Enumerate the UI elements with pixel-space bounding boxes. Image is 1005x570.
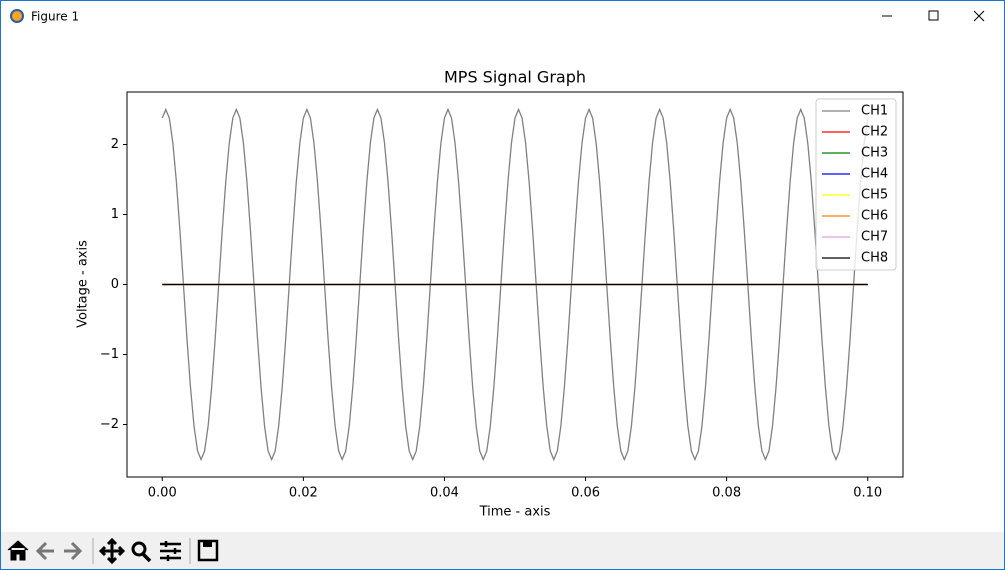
x-tick-label: 0.06 bbox=[571, 486, 600, 501]
plot-area: MPS Signal Graph Time - axis Voltage - a… bbox=[76, 68, 904, 520]
zoom-button[interactable] bbox=[131, 541, 147, 557]
x-tick-label: 0.00 bbox=[148, 486, 177, 501]
x-tick-label: 0.04 bbox=[430, 486, 459, 501]
axes-frame bbox=[126, 91, 904, 478]
configure-button[interactable] bbox=[160, 541, 181, 561]
y-tick-label: −1 bbox=[100, 347, 119, 362]
app-icon bbox=[10, 9, 24, 23]
y-tick-label: 0 bbox=[111, 277, 119, 292]
window-title: Figure 1 bbox=[31, 10, 79, 24]
back-button[interactable] bbox=[35, 541, 54, 561]
series-line bbox=[161, 107, 869, 462]
toolbar bbox=[1, 532, 1004, 569]
x-axis-label: Time - axis bbox=[479, 505, 551, 520]
close-button[interactable] bbox=[973, 10, 985, 22]
maximize-button[interactable] bbox=[928, 10, 939, 21]
zoom-button-handle[interactable] bbox=[141, 552, 152, 563]
x-tick-label: 0.08 bbox=[712, 486, 741, 501]
y-tick-label: −2 bbox=[100, 417, 119, 432]
legend-box bbox=[815, 98, 897, 271]
x-tick-label: 0.02 bbox=[289, 486, 318, 501]
title-bar: Figure 1 bbox=[10, 9, 985, 24]
y-tick-label: 1 bbox=[111, 207, 119, 222]
legend-label: CH6 bbox=[861, 209, 888, 224]
toolbar-background bbox=[1, 532, 1004, 569]
legend-label: CH1 bbox=[861, 104, 888, 119]
save-button-shutter[interactable] bbox=[203, 541, 212, 547]
legend-label: CH4 bbox=[861, 167, 888, 182]
legend: CH1 CH2 CH3 CH4 CH5 CH6 CH7 CH8 bbox=[815, 98, 897, 271]
legend-label: CH8 bbox=[861, 251, 888, 266]
legend-label: CH7 bbox=[861, 230, 888, 245]
chart-title: MPS Signal Graph bbox=[444, 68, 586, 87]
y-tick-label: 2 bbox=[111, 137, 119, 152]
y-axis-label: Voltage - axis bbox=[76, 240, 91, 328]
home-button[interactable] bbox=[7, 540, 29, 561]
x-tick-label: 0.10 bbox=[853, 486, 882, 501]
legend-label: CH2 bbox=[861, 125, 888, 140]
forward-button[interactable] bbox=[64, 541, 83, 561]
legend-label: CH3 bbox=[861, 146, 888, 161]
pan-button[interactable] bbox=[98, 537, 126, 565]
legend-label: CH5 bbox=[861, 188, 888, 203]
